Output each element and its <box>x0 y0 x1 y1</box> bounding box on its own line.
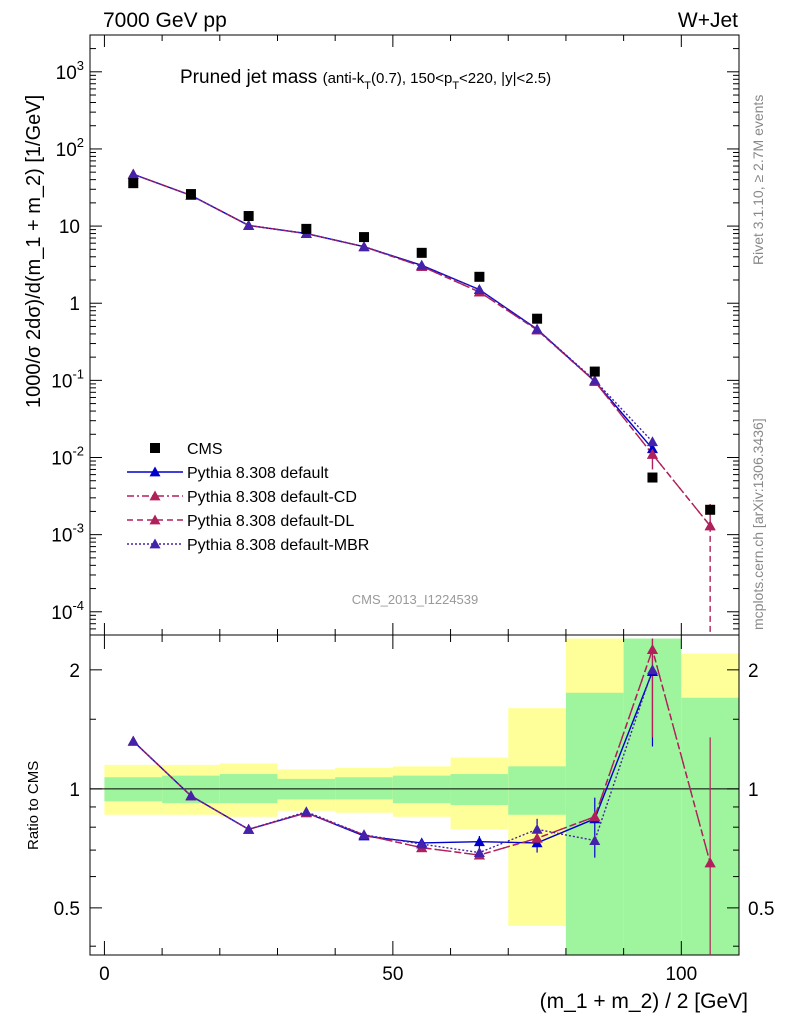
ratio-point <box>589 811 601 822</box>
cms-point <box>647 472 658 483</box>
main-point <box>704 520 716 531</box>
ratio-point <box>358 829 370 840</box>
cms-point <box>301 223 312 234</box>
ratio-uncertainty-bands <box>104 638 739 955</box>
cms-point <box>474 271 485 282</box>
ratio-point <box>704 857 716 868</box>
legend-label: Pythia 8.308 default-MBR <box>187 537 369 554</box>
ratio-ytick-label-right: 0.5 <box>748 899 774 920</box>
ratio-xlabel: (m_1 + m_2) / 2 [GeV] <box>540 990 748 1013</box>
inner-band <box>450 774 509 806</box>
main-ytick-label: 103 <box>56 58 84 84</box>
main-ytick-label: 1 <box>69 294 80 315</box>
side-rivet-label: Rivet 3.1.10, ≥ 2.7M events <box>750 95 766 265</box>
cms-point <box>589 366 600 377</box>
cms-point <box>185 189 196 200</box>
cms-point <box>705 504 716 515</box>
outer-band <box>508 708 566 926</box>
ratio-xtick-label: 100 <box>665 964 697 985</box>
ratio-series-line <box>132 669 654 854</box>
main-ytick-label: 102 <box>56 135 84 161</box>
main-ylabel: 1000/σ 2dσ)/d(m_1 + m_2) [1/GeV] <box>23 95 45 408</box>
main-ytick-label: 10-2 <box>51 444 84 470</box>
main-point <box>646 443 658 454</box>
ratio-ylabel: Ratio to CMS <box>25 761 42 850</box>
header-right: W+Jet <box>678 9 738 32</box>
legend-marker <box>149 466 161 477</box>
ratio-series-line <box>132 647 711 864</box>
ratio-series-clipped <box>127 638 716 955</box>
ratio-point <box>127 735 139 746</box>
ratio-series-group <box>127 638 716 955</box>
main-series-group <box>127 168 716 635</box>
ratio-point <box>473 836 485 847</box>
main-point <box>473 284 485 295</box>
inner-band <box>508 766 566 815</box>
ratio-point <box>185 790 197 801</box>
ratio-point <box>589 835 601 845</box>
ratio-xtick-label: 50 <box>382 964 403 985</box>
ratio-point <box>646 644 658 655</box>
ratio-ytick-label: 0.5 <box>54 899 80 920</box>
main-point <box>531 323 543 334</box>
legend-label: CMS <box>187 441 223 458</box>
main-point <box>589 374 601 385</box>
ratio-panel: 0.5 0.5 1 1 2 2 0 50 100 Ratio to CMS (m_1 + m_2… <box>25 634 774 1013</box>
ratio-point <box>531 832 543 843</box>
main-point <box>416 259 428 270</box>
ratio-xtick-label: 0 <box>99 964 110 985</box>
legend: CMS Pythia 8.308 default Pythia 8.308 defa… <box>127 441 369 554</box>
main-ytick-label: 10 <box>59 217 80 238</box>
cms-point <box>243 211 254 222</box>
cms-point <box>359 232 370 243</box>
main-series-line <box>133 173 653 443</box>
main-series-line <box>133 173 653 450</box>
main-title: Pruned jet mass (anti-kT(0.7), 150<pT<22… <box>180 67 551 92</box>
main-point <box>358 241 370 252</box>
main-ytick-label: 10-1 <box>51 366 84 392</box>
header-left: 7000 GeV pp <box>103 9 227 32</box>
ratio-plot-frame <box>89 634 740 956</box>
watermark: CMS_2013_I1224539 <box>352 592 479 607</box>
legend-marker <box>149 538 161 549</box>
main-point <box>127 168 139 179</box>
cms-point <box>128 178 139 189</box>
ratio-point <box>300 806 312 817</box>
ratio-ytick-label-right: 1 <box>748 780 759 801</box>
ratio-ytick-label: 1 <box>69 780 80 801</box>
legend-label: Pythia 8.308 default-DL <box>187 513 354 530</box>
ratio-ytick-label: 2 <box>69 661 80 682</box>
side-mcplots-label: mcplots.cern.ch [arXiv:1306.3436] <box>750 418 766 630</box>
main-point <box>243 219 255 230</box>
main-ytick-label: 10-4 <box>51 598 84 624</box>
ratio-axes: 0.5 0.5 1 1 2 2 0 50 100 <box>54 635 774 985</box>
ratio-point <box>531 823 543 834</box>
legend-marker <box>149 490 161 501</box>
ratio-ytick-label-right: 2 <box>748 661 759 682</box>
legend-label: Pythia 8.308 default-CD <box>187 489 357 506</box>
legend-marker <box>149 514 161 525</box>
ratio-point <box>416 838 428 849</box>
cms-point <box>416 247 427 258</box>
main-point <box>646 448 658 459</box>
cms-point <box>532 313 543 324</box>
legend-label: Pythia 8.308 default <box>187 465 329 482</box>
main-ytick-label: 10-3 <box>51 521 84 547</box>
legend-marker <box>150 443 160 453</box>
main-point <box>646 436 658 447</box>
inner-band <box>392 775 451 804</box>
ratio-point <box>473 847 485 857</box>
ratio-point <box>646 664 658 675</box>
ratio-point <box>243 823 255 834</box>
